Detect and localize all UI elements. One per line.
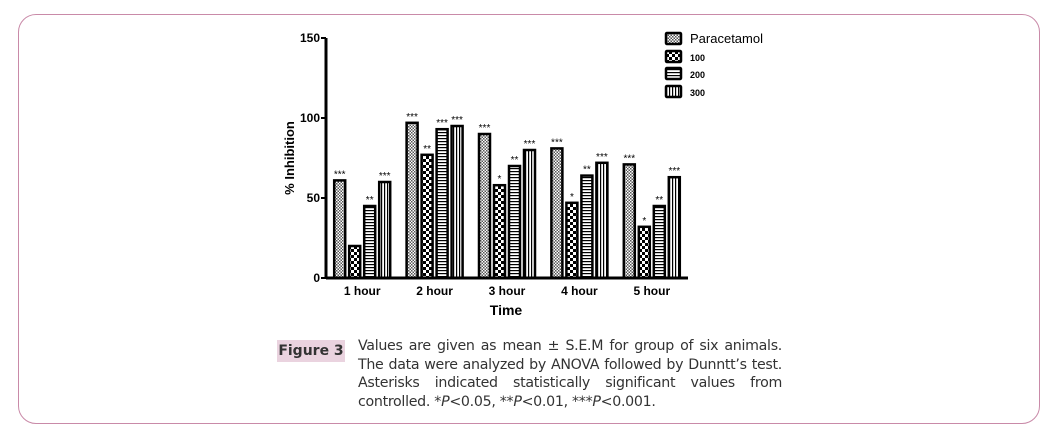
significance-label: *** [623,153,635,164]
y-tick-label: 50 [307,191,321,205]
figure-caption: Values are given as mean ± S.E.M for gro… [358,338,782,410]
figure-frame [18,14,1040,424]
bar-paracetamol-5-hour [622,163,637,280]
legend: Paracetamol 100 200 300 [664,31,763,99]
y-tick-label: 150 [300,31,320,45]
bar-100-5-hour [637,225,652,280]
bar-100-4-hour [565,201,579,280]
bar-300-5-hour [667,175,682,280]
bar-paracetamol-2-hour [405,121,419,280]
legend-swatch [664,31,683,46]
significance-label: *** [668,166,680,177]
bar-300-2-hour [450,124,464,280]
significance-label: *** [436,118,448,129]
bar-100-2-hour [420,153,434,280]
significance-label: ** [655,195,663,206]
bar-300-4-hour [595,161,609,280]
legend-swatch [664,84,683,99]
significance-label: ** [366,195,374,206]
significance-label: * [642,216,646,227]
x-tick-label: 1 hour [344,284,381,298]
significance-label: * [498,174,502,185]
significance-label: *** [596,152,608,163]
legend-swatch [664,66,683,81]
x-tick-label: 5 hour [633,284,670,298]
y-axis-label: % Inhibition [282,121,297,195]
figure-label: Figure 3 [277,340,345,362]
y-tick-label: 0 [313,271,320,285]
y-tick-label: 100 [300,111,320,125]
bar-100-1-hour [347,244,362,280]
x-axis-label: Time [490,302,523,318]
bar-chart: **************** ************ ********* ***… [282,31,763,318]
significance-label: *** [334,169,346,180]
bar-100-3-hour [492,183,507,280]
significance-label: ** [583,165,591,176]
bar-paracetamol-1-hour [332,179,347,280]
bar-paracetamol-3-hour [477,132,492,280]
significance-label: ** [511,155,519,166]
legend-label: 300 [690,88,705,98]
significance-label: ** [423,144,431,155]
significance-label: *** [379,171,391,182]
significance-label: *** [479,123,491,134]
significance-label: *** [451,115,463,126]
bar-200-1-hour [362,204,377,280]
legend-label: 100 [690,53,705,63]
significance-label: *** [524,139,536,150]
bar-200-4-hour [580,174,594,280]
x-tick-label: 2 hour [416,284,453,298]
bar-300-3-hour [522,148,537,280]
x-tick-label: 3 hour [489,284,526,298]
significance-label: *** [406,112,418,123]
significance-label: * [570,192,574,203]
legend-label: Paracetamol [690,31,763,46]
bar-200-3-hour [507,164,522,280]
bar-paracetamol-4-hour [550,147,564,280]
bar-200-2-hour [435,127,449,280]
significance-label: *** [551,137,563,148]
x-tick-label: 4 hour [561,284,598,298]
legend-swatch [664,49,683,64]
bar-300-1-hour [377,180,392,280]
legend-label: 200 [690,70,705,80]
bar-200-5-hour [652,204,667,280]
